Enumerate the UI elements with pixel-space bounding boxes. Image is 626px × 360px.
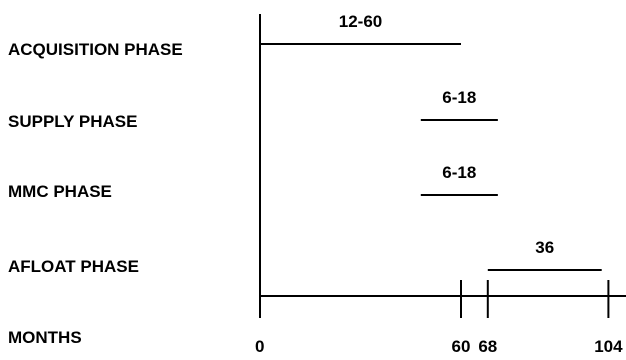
duration-label-supply: 6-18 xyxy=(442,88,476,107)
tick-label-104: 104 xyxy=(594,337,623,356)
duration-label-mmc: 6-18 xyxy=(442,163,476,182)
tick-label-0: 0 xyxy=(255,337,264,356)
duration-label-afloat: 36 xyxy=(535,238,554,257)
tick-label-60: 60 xyxy=(452,337,471,356)
duration-label-acquisition: 12-60 xyxy=(339,12,382,31)
phase-name-acquisition: ACQUISITION PHASE xyxy=(8,40,183,59)
axis-label-months: MONTHS xyxy=(8,328,82,347)
phase-name-afloat: AFLOAT PHASE xyxy=(8,257,139,276)
phase-name-mmc: MMC PHASE xyxy=(8,182,112,201)
phase-name-supply: SUPPLY PHASE xyxy=(8,112,137,131)
tick-label-68: 68 xyxy=(478,337,497,356)
